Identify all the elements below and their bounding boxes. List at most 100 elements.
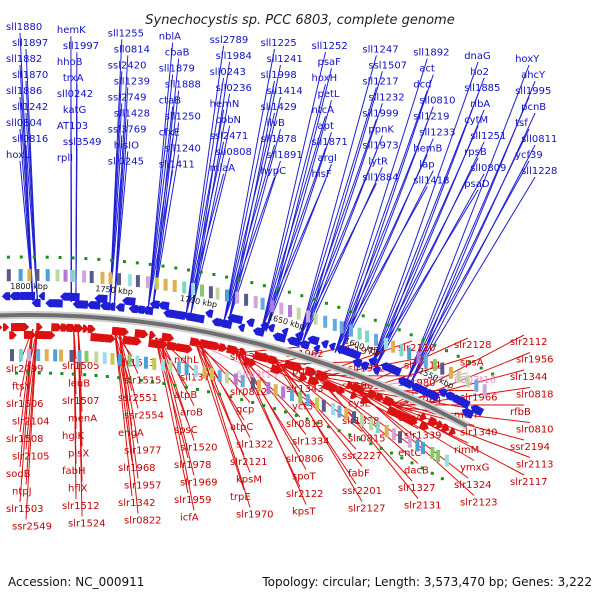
feature-block (77, 350, 82, 363)
reverse-gene-arrow (440, 423, 450, 432)
gene-leader-line (114, 332, 133, 497)
gene-leader-line (260, 116, 326, 331)
reverse-gene-arrow (298, 372, 308, 382)
forward-gene-label: sll1255 (108, 28, 144, 39)
green-tick (218, 392, 222, 396)
feature-block (44, 349, 49, 362)
reverse-gene-label: slr1520 (180, 443, 218, 454)
gene-leader-line (152, 90, 180, 310)
forward-gene-arrow (470, 404, 485, 417)
reverse-gene-arrow (366, 389, 378, 399)
feature-block (102, 352, 107, 365)
forward-gene-arrow (328, 342, 337, 351)
gene-leader-line (319, 376, 419, 499)
feature-block (306, 310, 311, 323)
green-tick (212, 273, 216, 276)
reverse-gene-label: sll1375 (180, 373, 216, 384)
forward-gene-label: cobN (216, 115, 241, 126)
forward-gene-label: miaA (210, 163, 236, 174)
forward-gene-label: sll1892 (413, 48, 449, 59)
gene-leader-line (391, 334, 525, 406)
forward-gene-arrow (405, 380, 414, 389)
reverse-gene-label: slr2117 (510, 477, 548, 488)
green-tick (135, 261, 139, 265)
forward-gene-label: sll0814 (114, 44, 150, 55)
forward-gene-label: sll1252 (312, 41, 348, 52)
reverse-gene-arrow (448, 427, 456, 436)
feature-block (55, 269, 60, 282)
gene-leader-line (319, 358, 419, 378)
reverse-gene-label: slr1503 (6, 504, 44, 515)
reverse-gene-label: slr2128 (454, 340, 492, 351)
reverse-gene-arrow (349, 390, 358, 400)
reverse-gene-arrow (243, 357, 252, 366)
forward-gene-label: sll1232 (368, 92, 404, 103)
forward-gene-arrow (260, 322, 270, 331)
gene-leader-line (118, 333, 139, 514)
reverse-gene-label: slr1956 (516, 355, 554, 366)
forward-gene-label: sll1411 (159, 160, 195, 171)
forward-gene-arrow (321, 340, 329, 349)
forward-gene-label: sll0245 (108, 156, 144, 167)
forward-gene-label: sll1247 (362, 44, 398, 55)
green-tick (71, 372, 75, 376)
feature-block (253, 296, 258, 309)
feature-block (305, 394, 310, 407)
reverse-gene-label: slr2113 (516, 460, 554, 471)
feature-block (117, 273, 121, 286)
reverse-gene-label: slr1342 (118, 498, 156, 509)
reverse-gene-label: rimM (454, 445, 479, 456)
forward-gene-arrow (267, 323, 276, 333)
forward-gene-label: sll1997 (63, 41, 99, 52)
feature-block (202, 366, 207, 379)
reverse-gene-label: ssr2549 (12, 522, 52, 533)
gene-leader-line (279, 364, 363, 432)
forward-gene-arrow (99, 302, 111, 311)
green-tick (6, 255, 10, 259)
forward-gene-leader-lines (19, 32, 536, 383)
reverse-gene-label: slr0822 (124, 516, 162, 527)
reverse-gene-label: pgi (292, 367, 307, 378)
feature-block (423, 354, 428, 367)
feature-block (440, 362, 445, 375)
feature-block (384, 425, 389, 437)
forward-gene-label: ctaB (159, 96, 182, 107)
reverse-gene-arrow (161, 332, 175, 342)
forward-gene-arrow (86, 301, 101, 310)
feature-block (127, 274, 132, 287)
reverse-gene-arrow (218, 343, 228, 352)
feature-block (421, 442, 425, 455)
green-tick (123, 260, 126, 264)
green-tick (97, 257, 101, 261)
reverse-gene-label: slr1966 (460, 393, 498, 404)
forward-gene-arrow (135, 305, 145, 314)
scale-label: 1800 kbp (10, 282, 48, 291)
gene-leader-line (319, 376, 419, 464)
feature-block (18, 349, 23, 361)
reverse-gene-arrow (227, 345, 240, 355)
gene-leader-line (75, 148, 78, 303)
forward-gene-label: ycf39 (515, 150, 543, 161)
green-tick (128, 377, 132, 381)
forward-gene-arrow (16, 291, 29, 300)
feature-block (474, 379, 479, 392)
feature-block (45, 269, 50, 282)
feature-block (374, 333, 378, 346)
reverse-gene-arrow (148, 330, 156, 340)
reverse-gene-label: slr1343 (286, 384, 324, 395)
gene-leader-line (357, 390, 475, 461)
forward-gene-arrow (458, 398, 471, 409)
forward-gene-arrow (272, 332, 287, 343)
genome-backbone (0, 313, 469, 428)
green-tick (409, 333, 413, 337)
forward-gene-label: ahcY (521, 70, 546, 81)
green-tick (174, 266, 178, 270)
gene-leader-line (406, 128, 530, 382)
green-tick (94, 374, 98, 377)
forward-gene-label: ssl2789 (210, 35, 249, 46)
feature-block (281, 386, 286, 399)
gene-leader-line (298, 87, 377, 341)
feature-block (36, 349, 41, 361)
forward-gene-arrow (438, 388, 448, 398)
forward-gene-label: ilvB (267, 118, 285, 129)
